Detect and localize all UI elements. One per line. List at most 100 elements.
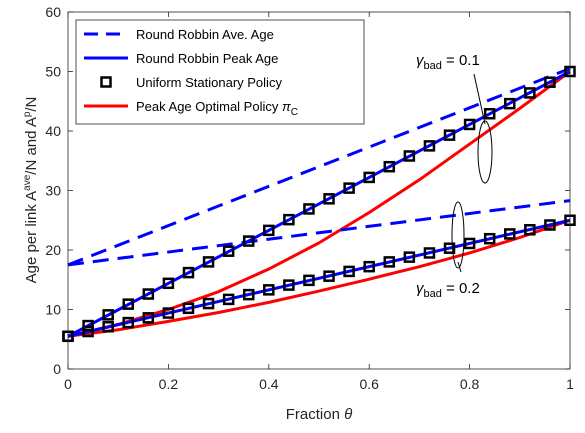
y-axis-title-prefix: Age per link A [23,191,40,284]
data-point-square-marker [283,213,295,226]
data-point-square-marker [122,298,134,310]
data-point-square-marker [343,182,355,194]
legend-label: Round Robbin Peak Age [136,51,278,66]
data-point-square-marker [544,76,556,88]
y-tick-label: 60 [45,4,61,20]
legend-label-text: Peak Age Optimal Policy [136,99,282,114]
data-point-square-marker [202,256,215,268]
data-point-square-marker [443,242,456,254]
x-tick-label: 1 [566,376,574,392]
data-point-square-marker [383,256,396,268]
axes-layer [67,11,571,370]
annotation-gamma-0-1: γbad = 0.1 [416,52,493,184]
annotation-label: γbad = 0.2 [416,280,480,300]
series-line-gamma_0.2-optimal [67,218,571,338]
annotation-label: γbad = 0.1 [416,52,480,72]
x-tick-label: 0.8 [460,376,480,392]
data-point-square-marker [524,224,536,236]
data-point-square-marker [323,270,335,282]
y-axis-title-sup-p: p [22,111,33,117]
data-point-square-marker [403,150,416,162]
series-line-gamma_0.2-rr-ave [67,199,571,267]
legend-entry-rr-peak: Round Robbin Peak Age [84,51,278,66]
y-tick-label: 50 [45,64,61,80]
data-point-square-marker [463,237,476,250]
annotation-leader-line [457,261,462,273]
annotation-gamma-0-2: γbad = 0.2 [416,201,480,300]
data-point-square-marker [182,302,195,315]
data-point-square-marker [142,312,155,324]
x-axis-title-text: Fraction [286,406,344,423]
x-axis-title: Fraction θ [286,406,353,423]
data-point-square-marker [102,321,114,333]
data-point-square-marker [443,129,456,141]
data-point-square-marker [303,203,315,215]
annotation-value: = 0.2 [442,280,480,297]
legend-label: Round Robbin Ave. Age [136,27,274,42]
x-axis-title-symbol: θ [344,406,352,423]
data-point-square-marker [202,297,215,310]
annotation-greek: γ [416,52,425,69]
data-point-square-marker [544,219,556,231]
y-axis-title-suffix: /N [23,97,40,112]
data-point-square-marker [524,87,536,99]
data-point-square-marker [222,293,235,306]
legend-entry-uniform: Uniform Stationary Policy [100,75,282,90]
data-point-square-marker [504,97,516,110]
data-point-square-marker [242,288,255,301]
data-point-square-marker [242,235,255,247]
series-line-gamma_0.1-rr-ave [67,67,571,267]
y-tick-label: 20 [45,242,61,258]
data-point-square-marker [162,307,175,319]
annotation-leader-line [473,73,486,125]
data-point-square-marker [483,107,496,120]
data-point-square-marker [423,247,436,259]
annotation-greek: γ [416,280,425,297]
y-tick-label: 0 [53,361,61,377]
data-point-square-marker [182,266,195,279]
y-tick-label: 40 [45,123,61,139]
legend-label-symbol: π [282,99,291,114]
data-point-square-marker [142,288,155,300]
data-point-square-marker [463,118,476,131]
data-point-square-marker [102,309,114,321]
legend-label: Uniform Stationary Policy [136,75,282,90]
x-tick-label: 0 [64,376,72,392]
data-point-square-marker [504,228,516,240]
data-point-square-marker [162,277,175,290]
data-point-square-marker [363,260,375,273]
annotation-ellipse [451,201,465,269]
x-tick-label: 0.6 [359,376,379,392]
x-tick-label: 0.2 [159,376,179,392]
data-point-square-marker [343,265,355,278]
annotation-value: = 0.1 [442,52,480,69]
data-point-square-marker [323,193,335,205]
data-point-square-marker [283,279,295,291]
y-axis-title-sup-ave: ave [22,174,33,191]
series-layer [62,65,576,343]
data-point-square-marker [363,171,375,184]
legend-label: Peak Age Optimal Policy πC [136,99,298,118]
data-point-square-marker [82,319,94,332]
data-point-square-marker [403,251,416,263]
annotation-sub: bad [424,60,442,72]
data-point-square-marker [423,140,436,152]
annotation-sub: bad [424,288,442,300]
y-axis-title-mid: /N and A [23,117,40,175]
y-tick-label: 10 [45,302,61,318]
legend-entry-optimal: Peak Age Optimal Policy πC [84,99,298,118]
data-point-square-marker [383,160,396,173]
data-point-square-marker [122,316,134,329]
y-axis-title: Age per link Aave/N and Ap/N [22,97,40,284]
y-tick-label: 30 [45,183,61,199]
annotation-ellipse [477,120,493,184]
legend-swatch-square-marker [100,76,112,88]
data-point-square-marker [222,245,235,257]
x-tick-label: 0.4 [259,376,279,392]
data-point-square-marker [303,274,315,287]
data-point-square-marker [483,232,496,245]
data-point-square-marker [263,284,275,296]
